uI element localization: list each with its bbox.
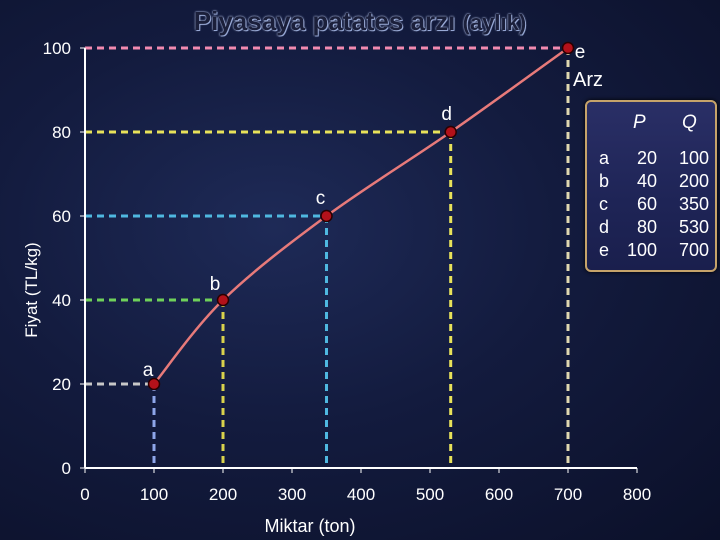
y-tick-label: 60 [52,207,71,226]
x-tick-label: 700 [554,485,582,504]
table-cell-label: a [599,148,610,168]
table-cell-label: b [599,171,610,191]
table-cell-label: c [599,194,608,214]
table-row: a 20 100 [587,148,715,169]
chart-title-main: Piyasaya patates arzı [193,6,456,36]
table-cell-quantity: 350 [678,194,709,214]
table-cell-quantity: 200 [678,171,709,191]
table-row: d 80 530 [587,217,715,238]
curve-label: Arz [573,69,603,91]
x-tick-label: 200 [209,485,237,504]
data-point-e [561,41,575,55]
y-tick-label: 20 [52,375,71,394]
table-header-q: Q [682,112,697,133]
point-label-a: a [143,360,154,381]
table-cell-quantity: 700 [678,240,709,260]
table-cell-price: 40 [636,171,657,191]
x-tick-label: 0 [80,485,89,504]
y-tick-label: 0 [62,459,71,478]
x-tick-label: 800 [623,485,651,504]
x-tick-label: 600 [485,485,513,504]
y-axis-label: Fiyat (TL/kg) [22,242,41,338]
table-cell-price: 20 [636,148,657,168]
y-tick-label: 100 [43,39,71,58]
point-label-d: d [441,104,452,125]
x-tick-label: 300 [278,485,306,504]
point-label-e: e [575,42,586,63]
table-cell-price: 100 [626,240,657,260]
table-cell-price: 60 [636,194,657,214]
table-row: e 100 700 [587,240,715,261]
data-point-a [147,377,161,391]
chart-title-sub: (aylık) [462,10,527,35]
table-cell-price: 80 [636,217,657,237]
x-axis-label: Miktar (ton) [264,516,356,536]
table-cell-quantity: 100 [678,148,709,168]
table-row: c 60 350 [587,194,715,215]
point-label-b: b [210,274,221,295]
point-label-c: c [316,188,326,209]
x-tick-label: 100 [140,485,168,504]
table-header-p: P [633,112,646,133]
price-quantity-table: P Q a 20 100 b 40 200 c 60 350 d 80 530 … [585,100,717,272]
y-tick-label: 80 [52,123,71,142]
data-point-c [320,209,333,223]
data-point-d [444,125,457,139]
y-tick-label: 40 [52,291,71,310]
table-cell-quantity: 530 [678,217,709,237]
x-tick-label: 500 [416,485,444,504]
table-cell-label: d [599,217,610,237]
x-tick-label: 400 [347,485,375,504]
table-row: b 40 200 [587,171,715,192]
chart-title: Piyasaya patates arzı (aylık) [0,6,720,37]
supply-curve [153,46,569,385]
table-cell-label: e [599,240,610,260]
data-point-b [216,293,230,307]
